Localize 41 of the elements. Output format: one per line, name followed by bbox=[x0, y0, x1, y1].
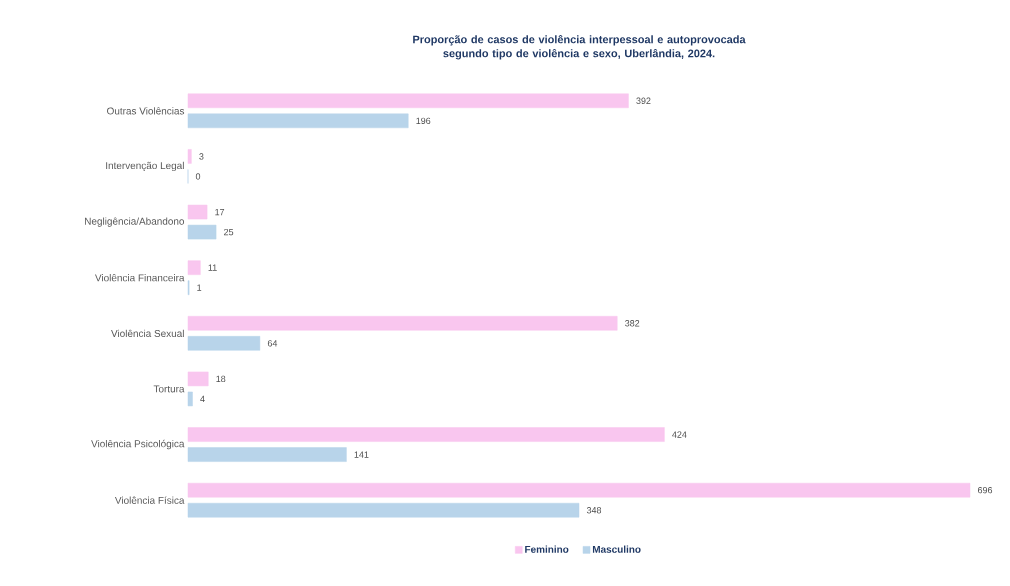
y-tick-label: Tortura bbox=[153, 385, 185, 393]
bar bbox=[187, 482, 971, 498]
legend-label: Feminino bbox=[525, 545, 569, 553]
data-label: 0 bbox=[195, 173, 201, 180]
bar bbox=[187, 336, 261, 351]
y-tick-label: Outras Violências bbox=[107, 107, 185, 115]
data-label: 348 bbox=[586, 507, 602, 514]
bar bbox=[187, 391, 193, 407]
bar bbox=[187, 371, 209, 387]
data-label: 3 bbox=[199, 153, 204, 160]
bar bbox=[187, 316, 618, 331]
bar bbox=[187, 224, 217, 240]
bar bbox=[187, 204, 208, 220]
data-label: 382 bbox=[625, 320, 640, 327]
y-tick-label: Negligência/Abandono bbox=[85, 217, 185, 227]
data-label: 1 bbox=[197, 284, 202, 291]
bar bbox=[187, 427, 665, 442]
data-label: 18 bbox=[216, 375, 226, 383]
data-label: 696 bbox=[977, 487, 993, 494]
y-tick-label: Intervenção Legal bbox=[106, 161, 184, 172]
data-label: 64 bbox=[267, 340, 278, 347]
data-label: 141 bbox=[354, 451, 369, 458]
bar bbox=[187, 93, 629, 109]
chart-title: Proporção de casos de violência interpessoal e autoprovocada segundo tipo de violência e sexo, Uberlândia, 2024. bbox=[413, 35, 746, 60]
data-label: 424 bbox=[672, 431, 687, 438]
data-label: 196 bbox=[416, 117, 431, 125]
data-label: 17 bbox=[215, 208, 225, 216]
bar bbox=[187, 149, 192, 164]
bar bbox=[187, 447, 347, 462]
y-tick-label: Violência Psicológica bbox=[91, 439, 185, 450]
data-label: 25 bbox=[224, 228, 234, 236]
y-tick-label: Violência Física bbox=[114, 496, 185, 504]
data-label: 4 bbox=[200, 395, 205, 403]
data-label: 392 bbox=[636, 97, 651, 104]
y-tick-label: Violência Sexual bbox=[111, 329, 184, 337]
y-tick-label: Violência Financeira bbox=[94, 274, 185, 282]
bar bbox=[187, 502, 580, 518]
data-label: 11 bbox=[208, 264, 217, 271]
bar bbox=[187, 260, 201, 275]
legend-label: Masculino bbox=[592, 545, 641, 553]
bar bbox=[187, 113, 409, 129]
